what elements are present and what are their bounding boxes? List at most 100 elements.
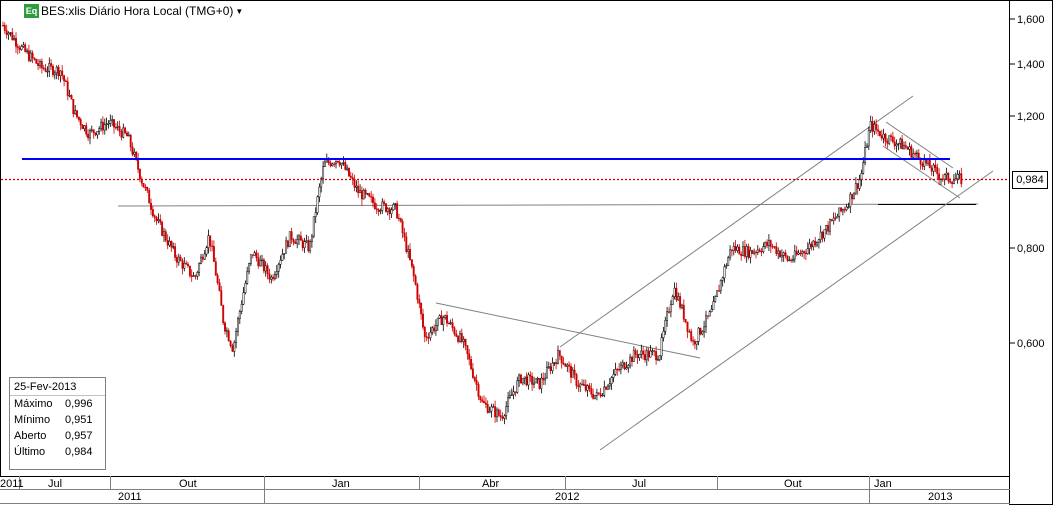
candle-body (464, 339, 467, 346)
candle-body (886, 141, 889, 144)
candle-body (316, 196, 319, 213)
candle-body (851, 193, 854, 200)
candle-body (912, 153, 915, 158)
flag-lower-line (882, 145, 961, 199)
candle-body (203, 253, 206, 260)
candle-body (938, 173, 941, 180)
candle-body (551, 362, 554, 371)
candle-body (92, 129, 95, 134)
info-value: 0,957 (65, 430, 93, 442)
candle-body (738, 246, 741, 255)
candle-body (788, 259, 791, 262)
candle-body (592, 394, 595, 399)
candle-body (57, 66, 60, 77)
candle-body (529, 374, 532, 377)
candle-body (481, 399, 484, 402)
candle-body (686, 321, 689, 332)
candle-body (422, 313, 424, 328)
candle-body (222, 305, 225, 324)
candle-body (488, 410, 491, 413)
candle-body (431, 327, 434, 333)
candle-body (952, 179, 955, 184)
candle-body (81, 124, 84, 129)
candle-body (459, 333, 461, 342)
candle-body (479, 396, 482, 401)
info-label: Último (14, 446, 46, 458)
candle-body (845, 206, 848, 211)
candle-body (200, 256, 202, 264)
candle-body (899, 138, 902, 144)
candle-body (381, 201, 384, 211)
candle-body (251, 254, 254, 256)
candle-body (895, 143, 898, 147)
candle-body (55, 66, 58, 74)
candle-body (318, 186, 321, 198)
candle-body (705, 315, 707, 328)
candle-body (209, 235, 212, 247)
candle-body (455, 333, 458, 337)
candle-body (255, 252, 258, 259)
candle-body (792, 258, 794, 261)
candle-body (904, 145, 907, 148)
info-label: Mínimo (14, 414, 51, 426)
candle-body (780, 255, 783, 258)
candle-body (729, 249, 732, 258)
candle-body (753, 251, 756, 254)
candle-body (290, 231, 293, 240)
candle-body (174, 246, 177, 258)
candle-body (856, 183, 859, 189)
channel-lower-line (599, 170, 994, 451)
candle-body (151, 209, 154, 217)
candle-body (934, 164, 937, 168)
candle-body (309, 241, 312, 252)
candle-body (647, 350, 650, 358)
month-label: 2011 (0, 478, 24, 490)
candle-body (803, 251, 806, 254)
candle-body (72, 99, 75, 115)
info-value: 0,951 (65, 414, 93, 426)
candle-body (673, 287, 676, 297)
candle-body (423, 326, 426, 337)
candle-body (61, 70, 64, 76)
candle-body (660, 337, 663, 357)
candle-body (564, 364, 567, 367)
month-label: Out (179, 478, 197, 490)
candle-body (190, 275, 193, 277)
candle-body (183, 263, 186, 269)
candle-body (323, 161, 326, 167)
info-value: 0,984 (65, 446, 93, 458)
candle-body (166, 239, 169, 246)
candle-body (296, 238, 299, 244)
candle-body (120, 131, 123, 138)
candle-body (614, 368, 617, 375)
candle-body (77, 116, 80, 120)
candle-body (586, 385, 589, 391)
candle-body (299, 235, 302, 241)
year-label: 2013 (928, 491, 952, 503)
candle-body (849, 193, 852, 208)
candle-body (795, 250, 798, 255)
candle-body (3, 25, 6, 31)
candle-body (377, 209, 380, 212)
candle-body (397, 217, 400, 220)
candle-body (516, 380, 519, 393)
candle-body (305, 240, 308, 242)
candle-body (407, 249, 410, 252)
candle-body (159, 219, 162, 223)
candle-body (819, 231, 822, 240)
candle-body (379, 210, 382, 212)
candle-body (35, 59, 38, 64)
candle-body (921, 163, 924, 167)
candle-body (150, 203, 152, 210)
candle-body (471, 368, 474, 378)
candle-body (841, 209, 844, 212)
candle-body (827, 225, 830, 232)
candle-body (656, 359, 659, 361)
chart-title[interactable]: Eq BES:xlis Diário Hora Local (TMG+0) ▼ (24, 3, 243, 19)
chevron-down-icon[interactable]: ▼ (235, 6, 244, 16)
candle-body (257, 257, 260, 267)
candle-body (671, 296, 674, 305)
candle-body (730, 249, 733, 252)
candle-body (747, 246, 750, 258)
candle-body (558, 350, 561, 357)
